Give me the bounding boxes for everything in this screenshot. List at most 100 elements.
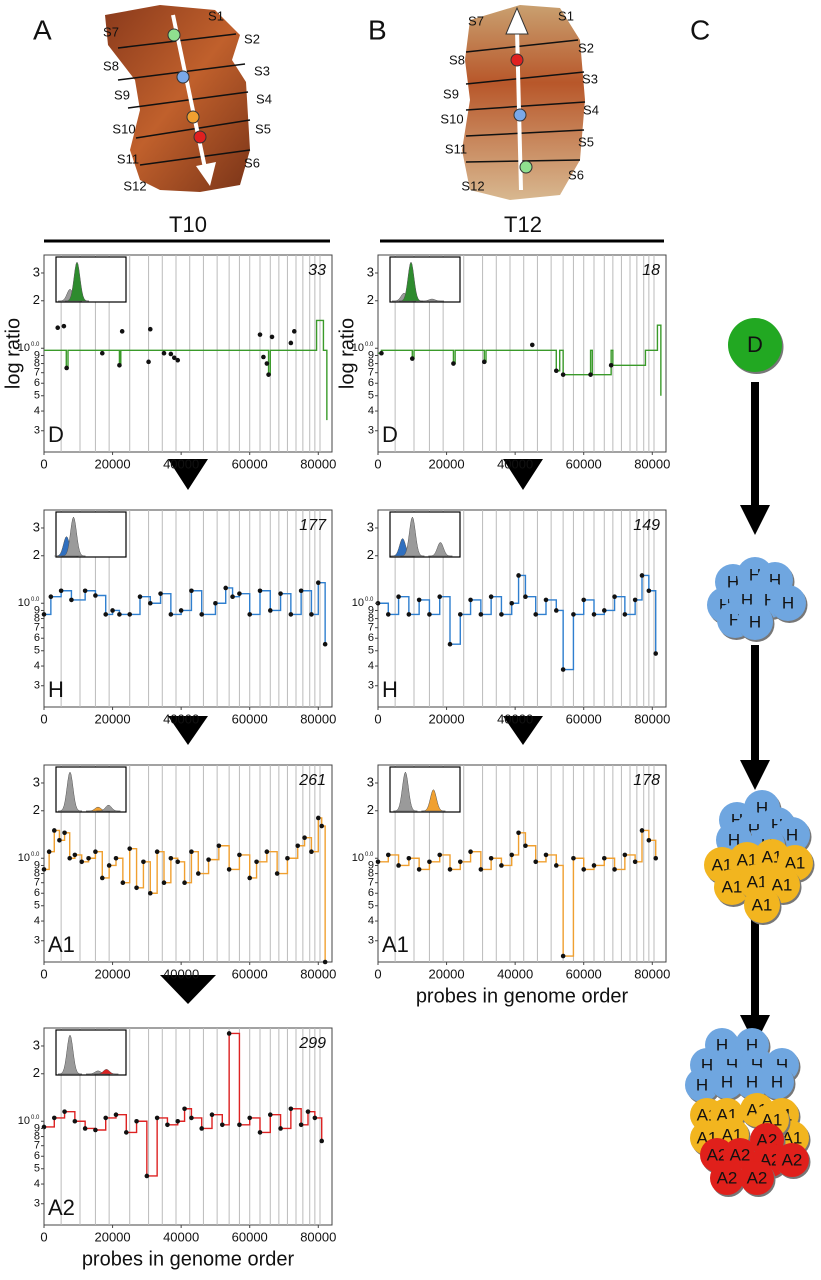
data-point [219, 1122, 225, 1128]
y-tick-label: 3 [368, 935, 374, 947]
data-point [516, 830, 521, 836]
data-point [622, 852, 628, 858]
slice-label: S6 [244, 155, 260, 170]
y-tick-superscript: 0.0 [31, 852, 40, 858]
data-point [134, 885, 139, 891]
data-point [523, 843, 528, 849]
data-point [58, 588, 64, 594]
data-point [416, 867, 422, 872]
sample-label: H [382, 677, 398, 702]
data-point [468, 849, 473, 855]
data-point [213, 600, 218, 606]
x-tick-label: 60000 [232, 1229, 268, 1244]
x-tick-label: 20000 [428, 966, 464, 981]
data-point [226, 1031, 232, 1036]
data-point [117, 612, 122, 617]
cell-label: H [771, 1072, 783, 1091]
y-tick-label: 3 [34, 1198, 40, 1210]
data-point [553, 863, 559, 868]
data-point [264, 361, 270, 366]
data-point [137, 594, 143, 600]
data-point [48, 594, 54, 600]
copy-number-line [44, 817, 326, 962]
x-tick-label: 20000 [94, 456, 130, 471]
cell-label: A1 [772, 875, 793, 894]
data-point [113, 1112, 119, 1118]
aberration-count: 299 [298, 1035, 326, 1052]
cell [760, 1065, 794, 1099]
data-point [447, 867, 453, 872]
cell-label: A1 [747, 872, 768, 891]
data-point [288, 1106, 294, 1112]
data-point [278, 1126, 283, 1131]
slice-label: S10 [112, 121, 135, 136]
data-point [62, 830, 67, 836]
x-tick-label: 0 [374, 711, 381, 726]
x-tick-label: 80000 [300, 711, 336, 726]
data-point [437, 594, 443, 600]
y-tick-label: 4 [368, 915, 374, 927]
data-point [315, 580, 321, 585]
cell-label: A1 [782, 1128, 803, 1147]
data-point [161, 350, 167, 356]
data-point [55, 325, 61, 330]
data-point [123, 1130, 129, 1135]
data-point [189, 849, 194, 855]
y-tick-label: 8 [34, 1130, 40, 1142]
data-point [182, 880, 187, 885]
y-tick-label: 6 [34, 887, 40, 899]
data-point [254, 859, 259, 865]
x-tick-label: 0 [40, 711, 47, 726]
data-point [653, 855, 659, 861]
y-tick-label: 2 [367, 547, 374, 562]
data-point [499, 863, 504, 868]
data-point [199, 1126, 205, 1131]
data-point [158, 591, 163, 596]
cell [744, 887, 780, 923]
data-point [315, 815, 321, 821]
data-point [247, 875, 253, 881]
y-tick-label: 9 [34, 1122, 40, 1134]
x-tick-label: 60000 [566, 966, 602, 981]
data-point [516, 573, 521, 578]
data-point [216, 843, 222, 849]
data-point [189, 1115, 194, 1121]
data-point [451, 361, 456, 366]
data-point [182, 1106, 187, 1112]
y-tick-label: 5 [34, 1163, 40, 1175]
data-point [533, 612, 539, 617]
cell-label: H [721, 1072, 733, 1091]
data-point [72, 1118, 78, 1124]
tumor-image [105, 5, 251, 192]
y-tick-label: 6 [34, 1150, 40, 1162]
copy-number-line [44, 581, 326, 645]
x-tick-label: 0 [374, 966, 381, 981]
y-axis-label: log ratio [2, 318, 24, 389]
data-point [144, 1173, 150, 1179]
data-point [396, 863, 401, 868]
data-point [189, 588, 194, 594]
inset-peak [64, 261, 90, 302]
data-point [147, 890, 153, 896]
data-point [103, 1115, 109, 1121]
data-point [67, 855, 73, 861]
cell-label: A2 [782, 1150, 803, 1169]
x-tick-label: 20000 [428, 456, 464, 471]
data-point [468, 597, 473, 603]
slice-label: S8 [103, 58, 119, 73]
y-tick-label: 7 [34, 367, 40, 379]
data-point [309, 612, 314, 617]
x-tick-label: 40000 [163, 711, 199, 726]
data-point [632, 597, 638, 603]
x-tick-label: 40000 [497, 456, 533, 471]
x-tick-label: 80000 [634, 966, 670, 981]
data-point [175, 357, 181, 363]
y-tick-label: 7 [368, 622, 374, 634]
data-point [99, 875, 105, 881]
slice-label: S9 [443, 86, 459, 101]
data-point [591, 863, 597, 868]
data-point [127, 612, 133, 617]
data-point [82, 1126, 88, 1131]
